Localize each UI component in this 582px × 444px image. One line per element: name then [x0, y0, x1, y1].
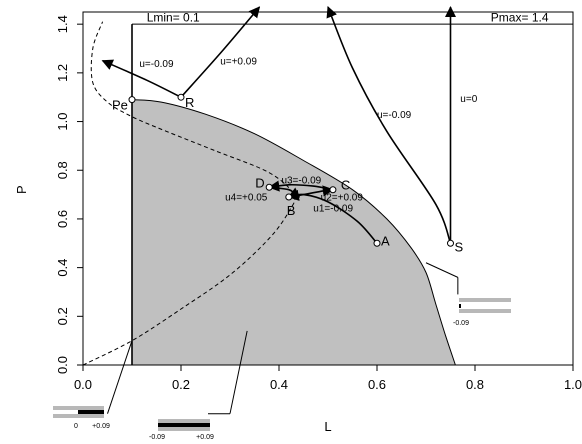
x-tick-label-3: 0.6 — [368, 377, 386, 392]
x-tick-label-0: 0.0 — [74, 377, 92, 392]
point-label-B: B — [287, 203, 296, 218]
pmax-label: Pmax= 1.4 — [491, 11, 549, 25]
point-label-D: D — [255, 175, 264, 190]
x-tick-label-1: 0.2 — [172, 377, 190, 392]
plot-frame — [82, 11, 574, 366]
trajectory-5 — [180, 6, 261, 98]
x-axis-label: L — [324, 419, 331, 434]
bar-lmin-label-1: +0.09 — [92, 423, 110, 430]
bar-boundary-control-range — [459, 304, 461, 308]
bar-lmin-label-0: 0 — [74, 423, 78, 430]
trajectory-label-2: u3=-0.09 — [281, 176, 321, 187]
dashed-curve — [82, 21, 296, 366]
point-B — [285, 193, 293, 201]
point-Pe — [128, 96, 136, 104]
trajectory-label-7: u=0 — [460, 94, 477, 105]
bar-interior-pointer-a — [229, 330, 248, 414]
point-A — [373, 239, 381, 247]
bar-boundary-pointer-a — [425, 262, 459, 278]
trajectory-label-1: u2=+0.09 — [321, 193, 364, 204]
y-tick-label-0: 0.0 — [55, 356, 70, 374]
bar-interior-grey-bottom — [158, 427, 210, 431]
point-label-Pe: Pe — [112, 98, 128, 113]
trajectory-label-0: u1=-0.09 — [313, 204, 353, 215]
trajectory-2 — [268, 180, 334, 192]
region-fill — [132, 99, 456, 365]
trajectory-label-3: u4=+0.05 — [225, 193, 268, 204]
control-bars: 0 +0.09 -0.09 +0.09 -0.09 — [53, 262, 511, 441]
y-tick-label-4: 0.8 — [55, 161, 70, 179]
point-S — [447, 239, 454, 247]
trajectory-6 — [326, 6, 452, 244]
bar-lmin-control-range — [78, 410, 104, 414]
bar-interior-label-0: -0.09 — [149, 434, 165, 441]
x-tick-label-5: 1.0 — [564, 377, 582, 392]
constraint-lines: Lmin= 0.1 Pmax= 1.4 — [131, 11, 573, 365]
dashed-line — [82, 21, 296, 366]
x-tick-label-2: 0.4 — [270, 377, 288, 392]
viability-region — [131, 99, 456, 366]
y-axis-label: P — [14, 185, 29, 194]
trajectory-label-4: u=-0.09 — [139, 59, 174, 70]
bar-interior-grey-top — [158, 419, 210, 423]
bar-lmin-grey-top — [53, 406, 104, 410]
bar-boundary-grey-top — [459, 298, 511, 302]
point-C — [329, 186, 337, 194]
state-points: A B C D R S Pe — [112, 93, 464, 254]
bar-lmin-grey-bottom — [53, 414, 104, 418]
point-label-R: R — [185, 95, 194, 110]
bar-interior-label-1: +0.09 — [196, 434, 214, 441]
point-D — [265, 183, 273, 191]
point-label-A: A — [381, 233, 390, 248]
y-tick-label-2: 0.4 — [55, 259, 70, 277]
bar-boundary-grey-bottom — [459, 309, 511, 313]
y-tick-label-6: 1.2 — [55, 64, 70, 82]
bar-boundary-label-0: -0.09 — [453, 320, 469, 327]
y-tick-label-1: 0.2 — [55, 307, 70, 325]
y-tick-label-7: 1.4 — [55, 15, 70, 33]
lmin-label: Lmin= 0.1 — [147, 11, 200, 25]
point-R — [177, 93, 185, 101]
y-tick-label-5: 1.0 — [55, 113, 70, 131]
frame-rect — [82, 11, 574, 366]
x-tick-label-4: 0.8 — [466, 377, 484, 392]
y-tick-label-3: 0.6 — [55, 210, 70, 228]
trajectory-label-6: u=-0.09 — [377, 110, 412, 121]
point-label-S: S — [455, 239, 464, 254]
trajectories — [101, 5, 457, 244]
trajectory-label-5: u=+0.09 — [220, 56, 257, 67]
bar-interior-control-range — [158, 423, 210, 427]
region-boundary — [131, 99, 456, 366]
bar-lmin-pointer — [107, 340, 133, 414]
axes: 0.0 0.2 0.4 0.6 0.8 1.0 0.0 0.2 0.4 0.6 0.8 1.0 1.2 1… — [14, 15, 582, 434]
trajectory-4 — [101, 59, 182, 98]
point-label-C: C — [341, 178, 350, 193]
